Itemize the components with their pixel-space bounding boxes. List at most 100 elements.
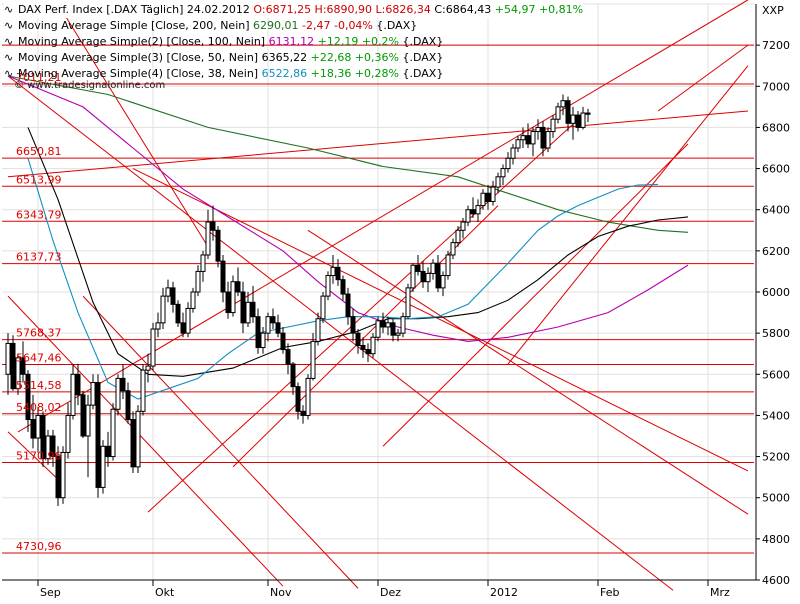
wave-icon: ∿ [4,35,14,48]
candle-body [415,264,421,272]
candle [340,275,346,301]
candle-body [500,168,506,178]
candle-body [75,373,81,396]
candle [330,254,336,284]
candle-body [90,382,96,406]
candle [325,271,331,301]
level-label: 7011,21 [16,71,62,84]
candle [130,411,136,474]
candle [5,333,11,395]
legend-ma200-value: 6290,01 [253,19,299,32]
candle-body [265,316,271,334]
x-tick-label: 2012 [490,586,518,599]
candle-layer [5,94,591,506]
candle-body [445,254,451,277]
candle-body [140,369,146,412]
candle [505,152,511,173]
wave-icon: ∿ [4,3,14,16]
candle-body [35,414,41,439]
candle [440,271,446,297]
candle [135,405,141,474]
candle-body [125,390,131,421]
candle-body [520,135,526,141]
x-tick-label: Mrz [710,586,730,599]
candle [485,185,491,210]
candle-body [200,254,206,272]
candle-body [535,126,541,133]
candle [175,300,181,327]
candle [50,429,56,467]
trend-line [57,3,209,248]
candle-body [235,281,241,293]
candle [435,254,441,292]
candle [140,364,146,416]
candle [270,308,276,330]
candle-body [560,100,566,108]
candle [425,267,431,292]
candle [65,403,71,459]
candle-body [270,316,276,324]
y-tick-label: 6600 [762,163,790,176]
candle [275,314,281,338]
candle [30,394,36,449]
candle [255,308,261,354]
y-tick-label: 5400 [762,409,790,422]
candle [280,326,286,354]
candle-body [570,114,576,124]
candle-body [510,147,516,159]
candle-body [530,131,536,145]
y-tick-label: 6800 [762,121,790,134]
candle-body [395,332,401,336]
level-label: 5647,46 [16,352,62,365]
candle-body [15,357,21,390]
candle [555,102,561,124]
legend-main: ∿ DAX Perf. Index [.DAX Täglich] 24.02.20… [4,2,584,18]
candle-body [55,456,61,499]
y-tick-label: 5200 [762,451,790,464]
candle [205,209,211,260]
candle [195,265,201,297]
candle-body [335,266,341,281]
candle [110,403,116,461]
candle [115,374,121,416]
legend-ma50-change: +22,68 +0,36% [310,51,399,64]
trend-layer [7,0,749,591]
candle [550,115,556,138]
legend-ma38-change: +18,36 +0,28% [310,67,399,80]
candle-body [145,365,151,371]
candle [490,180,496,206]
candle [390,318,396,342]
candle [465,205,471,227]
trend-line [7,431,59,480]
y-tick-label: 6200 [762,245,790,258]
candle-body [420,270,426,283]
candle [145,353,151,383]
candle [480,189,486,210]
candle-body [120,377,126,392]
candle [570,106,576,140]
candle [210,205,216,241]
candle-body [435,262,441,289]
candle [220,254,226,303]
level-label: 6343,79 [16,208,62,221]
legend-ma200-tag: {.DAX} [376,19,418,32]
x-tick-label: Dez [380,586,401,599]
candle-body [175,303,181,324]
candle [470,197,476,218]
legend-ma38-label: Moving Average Simple(4) [Close, 38, Nei… [18,67,259,80]
candle-body [240,291,246,324]
candle-body [20,357,26,375]
candle [350,308,356,342]
candle-body [220,260,226,293]
trend-line [17,0,749,433]
candle-body [460,221,466,231]
candle [285,343,291,375]
level-label: 5768,37 [16,327,62,340]
candle [460,217,466,239]
candle [150,322,156,371]
candle-body [105,445,111,458]
candle [380,312,386,334]
symbol-label: XXP [762,4,784,17]
candle-body [480,192,486,207]
x-tick-label: Feb [600,586,619,599]
